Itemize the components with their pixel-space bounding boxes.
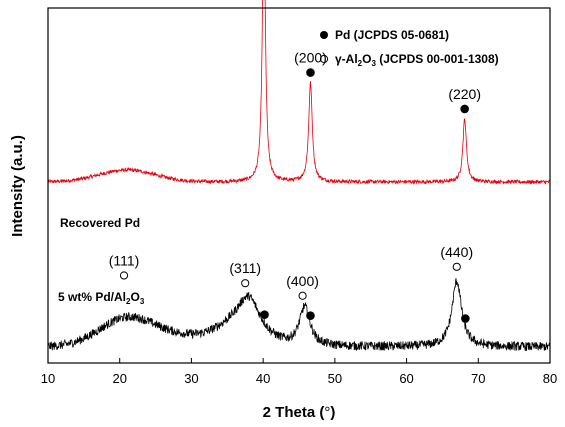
support-peak-label: (440) [440,244,473,260]
x-tick-label: 40 [256,371,270,386]
x-axis-ticks: 10 20 30 40 50 60 70 80 [41,358,557,386]
pd-peak-label: (220) [448,86,481,102]
x-tick-label: 80 [543,371,557,386]
support-peak-label: (311) [229,260,261,276]
peak-annotations: (111)(200)(220)(111)(311)(400)(440) [109,50,481,323]
x-tick-label: 30 [184,371,198,386]
support-pd-marker [306,311,315,320]
support-peak-marker [119,271,129,280]
x-tick-label: 70 [471,371,485,386]
support-peak-marker [241,279,250,288]
plot-frame [47,7,551,364]
pd-peak-label: (200) [294,50,327,66]
series-line-recovered-pd [47,0,551,186]
pd-peak-marker [460,104,469,114]
support-peak-label: (111) [109,252,140,268]
x-axis-title: 2 Theta (°) [263,404,336,421]
support-pd-marker [260,310,269,319]
legend-filled-dot [320,31,328,39]
legend-open-dot [319,54,329,64]
x-tick-label: 60 [399,371,413,386]
support-peak-label: (400) [286,273,319,289]
x-tick-label: 20 [112,371,126,386]
legend: Pd (JCPDS 05-0681) γ-Al2O3 (JCPDS 00-001… [319,28,499,68]
legend-entry-pd: Pd (JCPDS 05-0681) [335,28,449,42]
support-peak-marker [452,262,461,271]
pd-peak-marker [306,68,315,77]
series-label-pd-al2o3: 5 wt% Pd/Al2O3 [58,290,145,306]
support-pd-marker [461,314,470,323]
series-line-pd-al2o3 [47,278,551,352]
legend-entry-al2o3: γ-Al2O3 (JCPDS 00-001-1308) [335,52,499,68]
support-peak-marker [298,291,307,300]
y-axis-title: Intensity (a.u.) [9,135,26,237]
series-label-recovered-pd: Recovered Pd [60,216,140,230]
x-tick-label: 50 [328,371,342,386]
x-tick-label: 10 [41,371,55,386]
